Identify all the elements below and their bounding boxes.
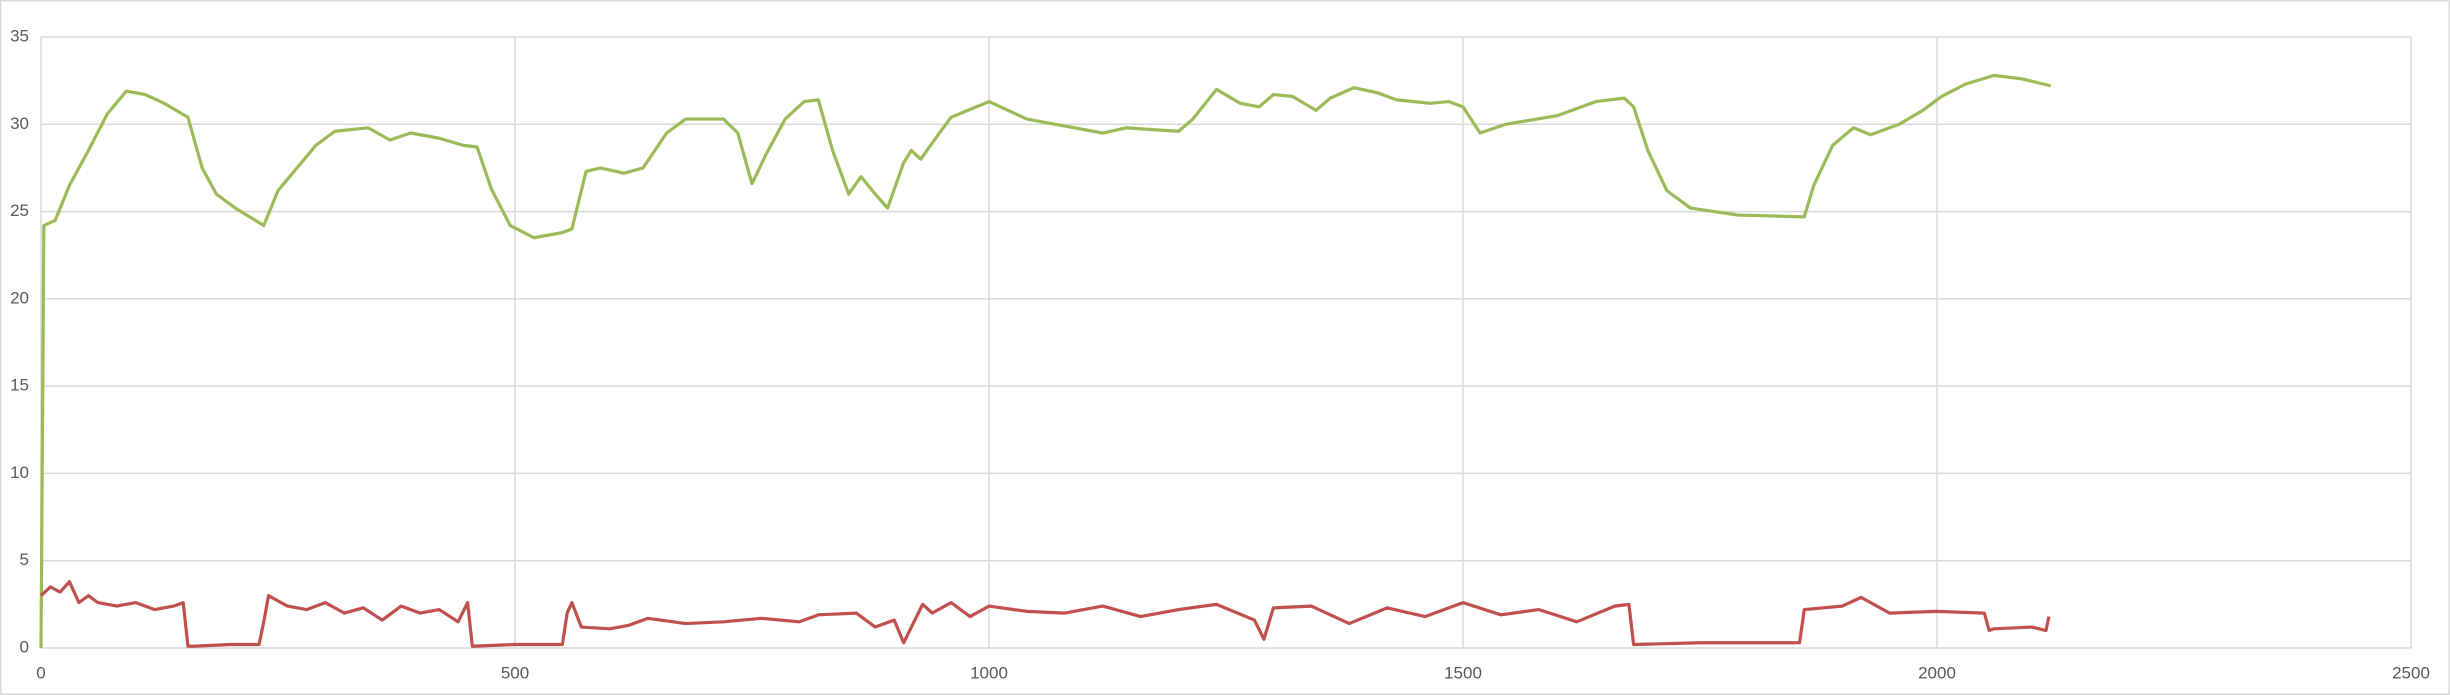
series-line <box>39 580 2051 648</box>
y-tick-label: 25 <box>10 201 29 220</box>
y-tick-label: 5 <box>20 550 29 569</box>
x-tick-label: 0 <box>36 663 45 682</box>
y-tick-label: 35 <box>10 26 29 45</box>
y-tick-label: 20 <box>10 288 29 307</box>
x-tick-label: 1000 <box>970 663 1008 682</box>
y-tick-label: 30 <box>10 114 29 133</box>
y-tick-label: 10 <box>10 463 29 482</box>
y-tick-label: 15 <box>10 376 29 395</box>
y-tick-label: 0 <box>20 637 29 656</box>
x-tick-label: 500 <box>501 663 529 682</box>
x-tick-label: 2500 <box>2392 663 2430 682</box>
x-tick-label: 2000 <box>1918 663 1956 682</box>
x-tick-label: 1500 <box>1444 663 1482 682</box>
series-line <box>39 73 2052 649</box>
